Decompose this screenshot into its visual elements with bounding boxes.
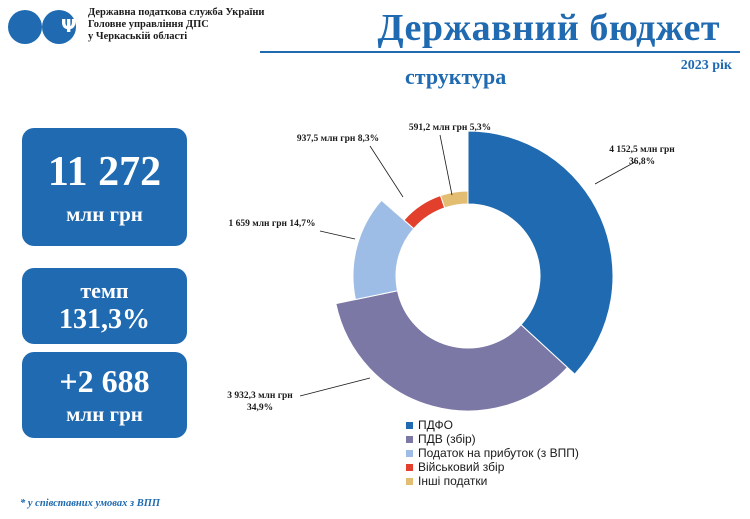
increase-value: +2 688 [59, 363, 150, 399]
legend-swatch [406, 477, 413, 485]
legend-label: Інші податки [418, 474, 488, 488]
legend-label: Податок на прибуток (з ВПП) [418, 446, 579, 460]
chart-legend: ПДФО ПДВ (збір) Податок на прибуток (з ВПП… [406, 418, 579, 488]
legend-item-5: Інші податки [406, 474, 579, 488]
total-unit: млн грн [66, 202, 143, 226]
data-label-1-2: 36,8% [629, 157, 655, 167]
org-line-1: Державна податкова служба України [88, 7, 265, 18]
chart-subtitle: структура [405, 64, 507, 89]
slice-2 [335, 290, 569, 412]
data-label-2-1: 3 932,3 млн грн [227, 391, 293, 401]
legend-swatch [406, 435, 413, 443]
slice-3 [352, 199, 415, 301]
logo-circle-right [42, 10, 76, 44]
legend-item-1: ПДФО [406, 418, 579, 432]
leader-line-2 [299, 377, 371, 397]
org-line-2: Головне управління ДПС [88, 19, 209, 30]
slice-5 [439, 190, 469, 209]
data-label-5-1: 591,2 млн грн 5,3% [409, 123, 491, 133]
legend-label: ПДФО [418, 418, 453, 432]
total-value: 11 272 [47, 149, 162, 195]
page-title: Державний бюджет [377, 7, 720, 49]
slice-1 [467, 130, 614, 375]
increase-card: +2 688 млн грн [22, 352, 187, 438]
growth-rate-card: темп 131,3% [22, 268, 187, 344]
leader-line-3 [319, 230, 356, 240]
growth-value: 131,3% [59, 304, 150, 335]
legend-label: ПДВ (збір) [418, 432, 476, 446]
legend-item-2: ПДВ (збір) [406, 432, 579, 446]
data-label-4-1: 937,5 млн грн 8,3% [297, 134, 379, 144]
leader-line-4 [369, 145, 404, 198]
organization-name: Державна податкова служба України Головн… [88, 7, 264, 43]
legend-swatch [406, 421, 413, 429]
chart-data-labels: 4 152,5 млн грн 36,8% 3 932,3 млн грн 34,9%… [227, 123, 675, 413]
legend-item-3: Податок на прибуток (з ВПП) [406, 446, 579, 460]
growth-label: темп [80, 278, 129, 303]
data-label-1-1: 4 152,5 млн грн [609, 145, 675, 155]
leader-line-5 [439, 134, 453, 196]
legend-swatch [406, 463, 413, 471]
year-label: 2023 рік [680, 58, 732, 73]
org-line-3: у Черкаській області [88, 31, 188, 42]
legend-item-4: Військовий збір [406, 460, 579, 474]
leader-line-1 [594, 161, 636, 185]
logo: Ψ [8, 10, 88, 44]
trident-icon: Ψ [61, 16, 77, 37]
legend-swatch [406, 449, 413, 457]
total-revenue-card: 11 272 млн грн [22, 128, 187, 246]
data-label-3-1: 1 659 млн грн 14,7% [229, 219, 316, 229]
data-label-2-2: 34,9% [247, 403, 273, 413]
increase-unit: млн грн [66, 402, 143, 426]
chart-slices [335, 130, 614, 412]
chart-leader-lines [299, 134, 636, 397]
logo-circle-left [8, 10, 42, 44]
footnote: * у співставних умовах з ВПП [20, 498, 161, 509]
legend-label: Військовий збір [418, 460, 505, 474]
title-underline [260, 51, 740, 53]
slice-4 [403, 194, 446, 230]
